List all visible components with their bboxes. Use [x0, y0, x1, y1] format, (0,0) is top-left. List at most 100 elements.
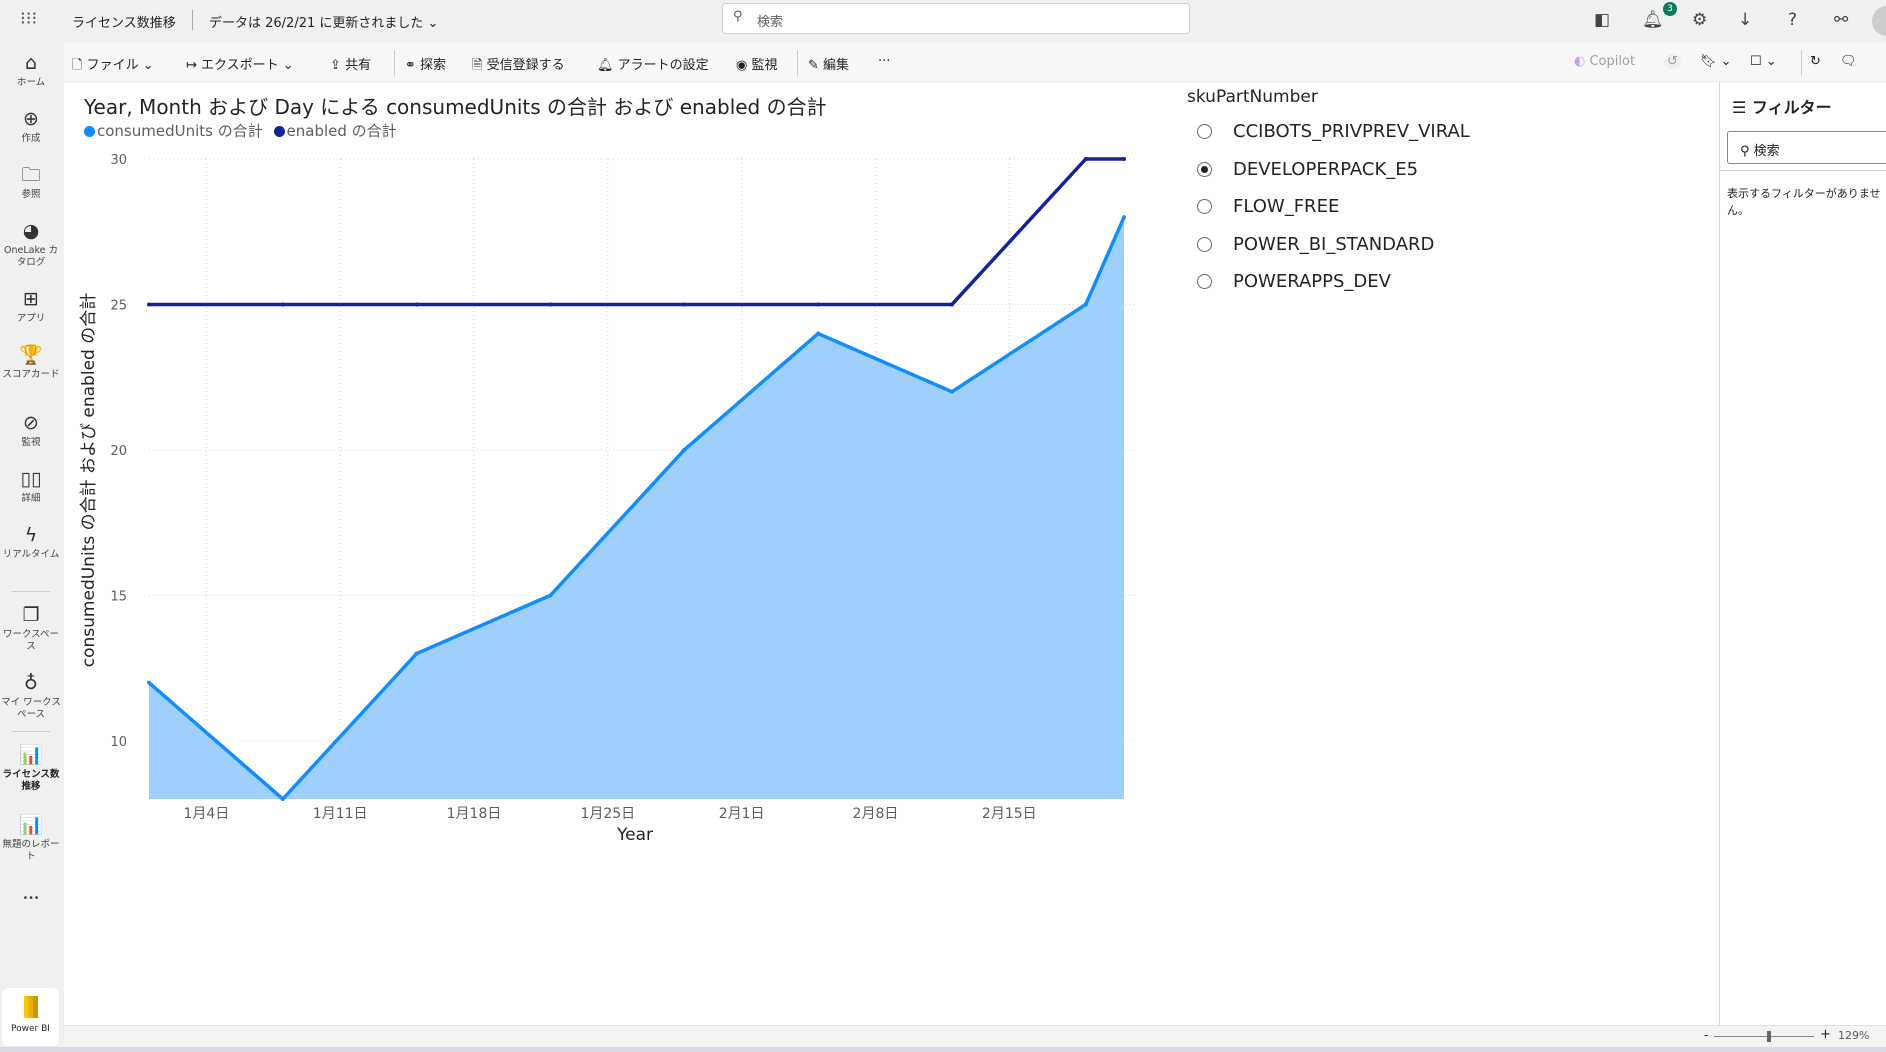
bookmark-icon[interactable]: 🔖︎ ⌄: [1700, 54, 1732, 69]
slicer-item[interactable]: FLOW_FREE: [1197, 196, 1339, 217]
nav-item-label: 監視: [21, 437, 41, 448]
copilot-button[interactable]: ◐ Copilot: [1574, 54, 1636, 69]
nav-item[interactable]: ⊘ 監視: [0, 411, 62, 449]
nav-item[interactable]: ϟ リアルタイム: [0, 523, 62, 561]
consumed-point[interactable]: [147, 680, 151, 685]
comment-icon[interactable]: 🗨︎: [1840, 54, 1857, 69]
divider: [1801, 50, 1802, 76]
enabled-point[interactable]: [816, 302, 821, 307]
consumed-point[interactable]: [1083, 302, 1088, 307]
lightning-icon: ϟ: [24, 524, 38, 546]
slicer-item[interactable]: CCIBOTS_PRIVPREV_VIRAL: [1197, 121, 1470, 142]
enabled-point[interactable]: [682, 302, 687, 307]
more-options-button[interactable]: ···: [878, 54, 891, 69]
monitor-button[interactable]: ◉ 監視: [736, 58, 778, 73]
radio-button[interactable]: [1197, 274, 1212, 289]
zoom-slider[interactable]: [1714, 1031, 1814, 1042]
enabled-point[interactable]: [1083, 157, 1088, 161]
filter-search-input[interactable]: ⚲ 検索: [1727, 131, 1886, 164]
enabled-point[interactable]: [1122, 157, 1126, 161]
radio-button[interactable]: [1197, 161, 1212, 177]
avatar[interactable]: [1872, 6, 1886, 36]
download-icon[interactable]: ↓: [1738, 10, 1753, 30]
more-nav-button[interactable]: •••: [22, 893, 40, 904]
slicer-item[interactable]: DEVELOPERPACK_E5: [1197, 159, 1418, 180]
divider: [1719, 170, 1886, 171]
enabled-point[interactable]: [147, 302, 151, 307]
pane-toggle-icon[interactable]: ◧: [1594, 10, 1611, 30]
power-bi-switcher[interactable]: Power BI: [2, 988, 59, 1046]
nav-item[interactable]: 🏆 スコアカード: [0, 343, 62, 381]
x-tick-label: 2月15日: [982, 806, 1037, 822]
radio-button[interactable]: [1197, 124, 1212, 139]
radio-button[interactable]: [1197, 199, 1212, 214]
apps-icon: ⊞: [23, 288, 39, 310]
nav-item-label: 無題のレポート: [2, 839, 60, 862]
nav-item[interactable]: ♁ マイ ワークスペース: [0, 671, 62, 721]
enabled-point[interactable]: [280, 302, 285, 307]
power-bi-logo-icon: [23, 996, 38, 1018]
enabled-point[interactable]: [548, 302, 553, 307]
divider: [12, 731, 50, 732]
nav-item-label: リアルタイム: [2, 549, 60, 560]
enabled-point[interactable]: [949, 302, 954, 307]
bell-icon[interactable]: 🔔︎: [1642, 10, 1664, 30]
app-launcher-icon[interactable]: ⁝⁝⁝: [20, 8, 38, 29]
nav-item[interactable]: 📊 無題のレポート: [0, 813, 62, 863]
nav-item[interactable]: ◕ OneLake カタログ: [0, 219, 62, 269]
slicer-item[interactable]: POWERAPPS_DEV: [1197, 271, 1391, 292]
consumed-point[interactable]: [280, 797, 285, 801]
nav-item-label: ライセンス数推移: [2, 769, 60, 792]
nav-item[interactable]: ❐ ワークスペース: [0, 603, 62, 653]
legend-item-enabled[interactable]: enabled の合計: [273, 122, 397, 140]
zoom-in-button[interactable]: +: [1820, 1027, 1831, 1042]
slicer-item[interactable]: POWER_BI_STANDARD: [1197, 234, 1434, 255]
nav-item-label: ホーム: [16, 77, 46, 88]
share-feedback-icon[interactable]: ⚯: [1834, 10, 1849, 30]
subscribe-button[interactable]: 🗎 受信登録する: [472, 58, 565, 73]
filter-empty-message: 表示するフィルターがありません。: [1727, 187, 1881, 217]
view-icon[interactable]: ☐ ⌄: [1750, 54, 1777, 69]
explore-button[interactable]: ⚭ 探索: [405, 58, 447, 73]
nav-item[interactable]: 🗀 参照: [0, 163, 62, 201]
slicer-item-label: DEVELOPERPACK_E5: [1233, 158, 1419, 180]
nav-item[interactable]: ▯▯ 詳細: [0, 467, 62, 505]
gear-icon[interactable]: ⚙: [1692, 10, 1708, 30]
alert-button[interactable]: 🔔︎ アラートの設定: [597, 58, 709, 73]
search-input[interactable]: ⚲ 検索: [722, 3, 1190, 34]
x-axis-title: Year: [616, 825, 653, 845]
export-menu[interactable]: ↦ エクスポート ⌄: [186, 58, 294, 73]
reset-icon[interactable]: ↺: [1664, 54, 1681, 69]
consumed-point[interactable]: [682, 447, 687, 452]
filter-pane: [1719, 82, 1886, 1025]
divider: [394, 50, 395, 76]
nav-item[interactable]: ⌂ ホーム: [0, 51, 62, 89]
consumed-point[interactable]: [816, 331, 821, 336]
data-updated-dropdown[interactable]: データは 26/2/21 に更新されました ⌄: [209, 16, 439, 31]
share-button[interactable]: ⇪ 共有: [330, 58, 372, 73]
divider: [192, 10, 193, 30]
consumed-point[interactable]: [548, 593, 553, 598]
zoom-slider-thumb[interactable]: [1767, 1031, 1771, 1042]
book-icon: ▯▯: [20, 468, 42, 490]
nav-item[interactable]: ⊞ アプリ: [0, 287, 62, 325]
edit-button[interactable]: ✎ 編集: [808, 58, 850, 73]
file-menu[interactable]: 🗋 ファイル ⌄: [72, 58, 154, 73]
legend-item-consumed[interactable]: consumedUnits の合計: [84, 122, 263, 140]
consumed-point[interactable]: [414, 651, 419, 656]
consumed-point[interactable]: [1122, 215, 1126, 220]
refresh-icon[interactable]: ↻: [1810, 54, 1821, 69]
help-icon[interactable]: ?: [1788, 10, 1798, 30]
x-tick-label: 2月8日: [853, 806, 899, 822]
nav-item[interactable]: ⊕ 作成: [0, 107, 62, 145]
consumed-point[interactable]: [949, 389, 954, 394]
create-icon: ⊕: [23, 108, 39, 130]
radio-button[interactable]: [1197, 236, 1212, 252]
area-chart[interactable]: 10 15 20 25 30 1月4日 1月11日 1月18日 1月25日 2月1日 2月8日 2月1…: [64, 140, 1144, 860]
y-tick-label: 15: [110, 589, 127, 604]
nav-item[interactable]: 📊 ライセンス数推移: [0, 743, 62, 793]
enabled-point[interactable]: [414, 302, 419, 307]
onelake-icon: ◕: [22, 220, 40, 242]
slicer-item-label: POWERAPPS_DEV: [1233, 271, 1391, 292]
zoom-out-button[interactable]: -: [1704, 1028, 1709, 1042]
